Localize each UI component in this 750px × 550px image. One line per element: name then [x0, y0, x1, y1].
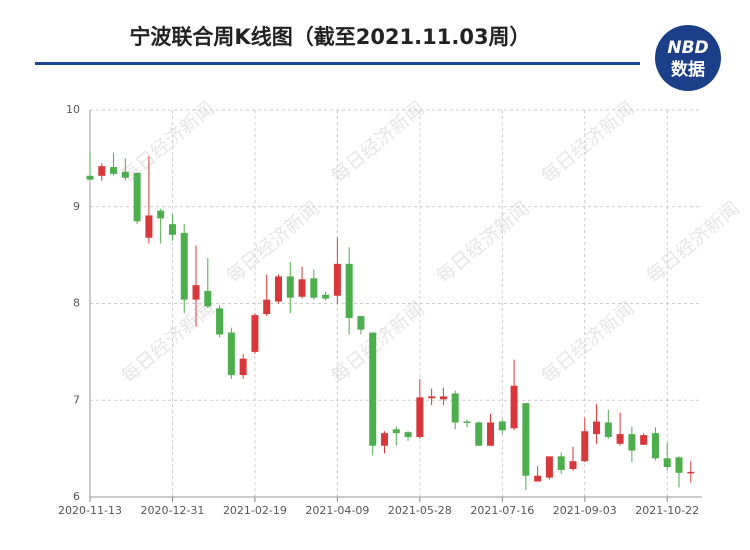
- candle-body: [86, 175, 94, 180]
- candle-body: [251, 315, 259, 352]
- candle-body: [463, 421, 471, 424]
- watermark: 每日经济新闻: [432, 198, 533, 288]
- candle-body: [204, 290, 212, 307]
- candle-body: [616, 434, 624, 444]
- candle-body: [345, 263, 353, 319]
- candle-body: [98, 166, 106, 176]
- candle-body: [569, 461, 577, 469]
- candle-body: [274, 276, 282, 302]
- candle-body: [310, 278, 318, 298]
- watermark: 每日经济新闻: [117, 98, 218, 188]
- y-tick-label: 9: [73, 200, 80, 213]
- candle-body: [557, 456, 565, 470]
- logo-badge: [655, 25, 721, 91]
- plot: 6 7 8 9 10 2020-11-13 2020-12-31 2021-02-19 2021…: [58, 103, 702, 517]
- candle-body: [227, 332, 235, 376]
- x-tick-label: 2021-05-28: [388, 504, 452, 517]
- x-tick-label: 2021-04-09: [305, 504, 369, 517]
- candle-body: [593, 421, 601, 435]
- watermark: 每日经济新闻: [642, 198, 743, 288]
- candle-body: [451, 393, 459, 423]
- candle-body: [381, 433, 388, 446]
- candle-body: [475, 422, 483, 446]
- candle-body: [581, 431, 589, 462]
- y-tick-label: 8: [73, 297, 80, 310]
- watermark: 每日经济新闻: [117, 298, 218, 388]
- candle-body: [180, 232, 188, 300]
- candle-body: [498, 421, 506, 431]
- y-tick-label: 6: [73, 490, 80, 503]
- logo-text: NBD: [667, 38, 708, 58]
- candle-body: [157, 210, 165, 219]
- watermark: 每日经济新闻: [327, 98, 428, 188]
- candle-body: [168, 224, 176, 235]
- candle-body: [110, 167, 118, 174]
- candle-body: [487, 422, 495, 446]
- candle-body: [404, 432, 412, 438]
- watermark: 每日经济新闻: [327, 298, 428, 388]
- candle-body: [298, 279, 306, 297]
- candle-body: [687, 471, 695, 474]
- candle-body: [121, 171, 129, 178]
- candle-body: [428, 396, 436, 399]
- title-rule: [35, 62, 640, 65]
- candle-body: [133, 172, 141, 222]
- y-tick-label: 10: [66, 103, 80, 116]
- candle-body: [628, 434, 636, 451]
- candle-body: [392, 429, 400, 434]
- x-tick-label: 2021-02-19: [223, 504, 287, 517]
- candle-body: [322, 294, 330, 299]
- chart-title: 宁波联合周K线图（截至2021.11.03周）: [129, 25, 530, 49]
- x-tick-label: 2020-11-13: [58, 504, 122, 517]
- candle-body: [439, 396, 447, 400]
- logo-text: 数据: [671, 59, 705, 80]
- y-tick-label: 7: [73, 393, 80, 406]
- candle-body: [333, 263, 341, 296]
- x-tick-label: 2021-07-16: [470, 504, 534, 517]
- candle-body: [239, 358, 247, 376]
- candle-body: [534, 475, 542, 482]
- candle-body: [263, 299, 271, 315]
- candle-body: [416, 397, 424, 438]
- candle-body: [651, 433, 659, 459]
- x-tick-label: 2020-12-31: [140, 504, 204, 517]
- candle-body: [604, 422, 612, 438]
- candle-body: [145, 215, 153, 238]
- candle-body: [640, 435, 648, 445]
- candle-body: [510, 385, 518, 429]
- watermark: 每日经济新闻: [537, 98, 638, 188]
- x-tick-label: 2021-09-03: [553, 504, 617, 517]
- candle-body: [357, 316, 365, 330]
- x-tick-label: 2021-10-22: [635, 504, 699, 517]
- watermark: 每日经济新闻: [222, 198, 323, 288]
- candle-body: [369, 332, 377, 446]
- candle-body: [545, 456, 553, 478]
- candle-body: [522, 403, 530, 476]
- candle-body: [192, 285, 200, 300]
- candle-body: [286, 276, 294, 298]
- candle-body: [663, 458, 671, 468]
- watermark: 每日经济新闻: [537, 298, 638, 388]
- candle-body: [675, 457, 683, 473]
- candle-body: [216, 308, 224, 335]
